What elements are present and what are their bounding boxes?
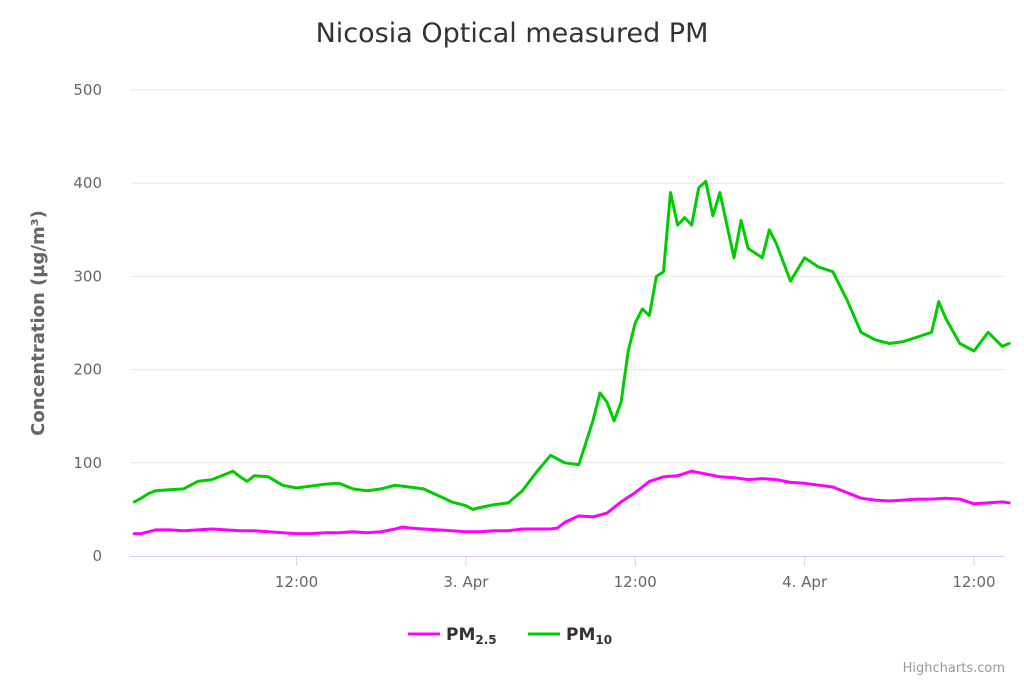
x-tick-label: 12:00: [614, 573, 657, 591]
y-tick-label: 300: [73, 267, 102, 285]
x-tick-label: 3. Apr: [443, 573, 489, 591]
grid-lines: [130, 89, 1005, 464]
legend-label-subscript: 10: [595, 633, 612, 647]
y-tick-label: 200: [73, 361, 102, 379]
legend-label-subscript: 2.5: [475, 633, 496, 647]
legend-label: PM2.5: [446, 625, 497, 647]
series-line-0[interactable]: [132, 469, 1011, 536]
legend-label-main: PM: [566, 625, 595, 645]
x-tick-label: 4. Apr: [782, 573, 828, 591]
y-tick-label: 500: [73, 81, 102, 99]
credits-link[interactable]: Highcharts.com: [903, 661, 1005, 676]
x-axis: 12:00 3. Apr 12:00 4. Apr 12:00: [130, 556, 1005, 591]
y-tick-label: 100: [73, 454, 102, 472]
y-axis-label: Concentration (µg/m³): [28, 210, 49, 436]
legend-item-1[interactable]: PM10: [528, 625, 612, 647]
x-tick-label: 12:00: [952, 573, 995, 591]
y-tick-label: 0: [92, 547, 102, 565]
x-tick-label: 12:00: [275, 573, 318, 591]
plot-area: [132, 179, 1011, 536]
y-axis: 0 100 200 300 400 500: [73, 81, 102, 565]
chart-title: Nicosia Optical measured PM: [316, 18, 709, 49]
y-tick-label: 400: [73, 174, 102, 192]
legend: PM2.5 PM10: [408, 625, 612, 647]
legend-label: PM10: [566, 625, 612, 647]
legend-label-main: PM: [446, 625, 475, 645]
legend-item-0[interactable]: PM2.5: [408, 625, 497, 647]
series-line-1[interactable]: [132, 179, 1011, 511]
